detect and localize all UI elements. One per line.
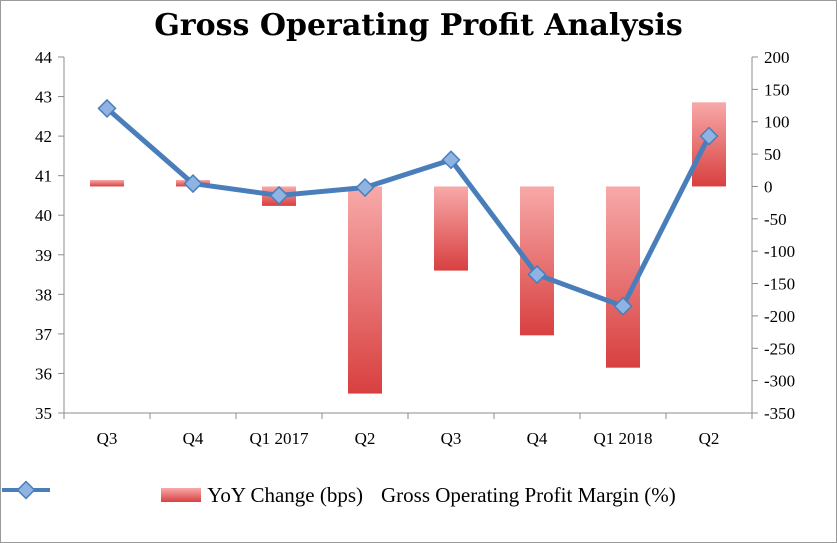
left-tick-label: 44 — [35, 48, 53, 67]
legend-label-yoy: YoY Change (bps) — [207, 482, 364, 507]
x-tick-label: Q4 — [527, 429, 548, 448]
x-tick-label: Q1 2017 — [249, 429, 309, 448]
right-tick-label: -200 — [764, 307, 795, 326]
right-tick-label: -100 — [764, 242, 795, 261]
x-tick-label: Q2 — [699, 429, 720, 448]
line-gross-margin — [105, 106, 712, 309]
left-tick-label: 40 — [35, 206, 52, 225]
right-tick-label: 200 — [764, 48, 790, 67]
line-point-marker — [699, 126, 719, 146]
chart-legend: YoY Change (bps) Gross Operating Profit … — [0, 480, 837, 510]
left-tick-label: 43 — [35, 88, 52, 107]
chart-title: Gross Operating Profit Analysis — [154, 8, 683, 43]
bar-yoy-change — [348, 186, 382, 394]
right-tick-label: 50 — [764, 145, 781, 164]
right-tick-label: 100 — [764, 113, 790, 132]
legend-item-yoy: YoY Change (bps) — [161, 483, 363, 508]
left-tick-label: 35 — [35, 404, 52, 423]
left-tick-label: 41 — [35, 167, 52, 186]
right-tick-label: -250 — [764, 339, 795, 358]
line-point-marker — [613, 296, 633, 316]
left-tick-label: 36 — [35, 364, 52, 383]
legend-item-margin: Gross Operating Profit Margin (%) — [2, 480, 676, 508]
line-point-marker — [269, 185, 289, 205]
line-point-marker — [527, 265, 547, 285]
bar-yoy-change — [90, 179, 124, 187]
bar-yoy-change — [606, 186, 640, 368]
bar-yoy-change — [434, 186, 468, 271]
x-tick-label: Q3 — [441, 429, 462, 448]
line-point-marker — [355, 177, 375, 198]
left-tick-label: 42 — [35, 127, 52, 146]
line-point-marker — [441, 150, 461, 170]
left-tick-label: 37 — [35, 325, 53, 344]
right-tick-label: -300 — [764, 372, 795, 391]
legend-swatch-line — [2, 480, 50, 500]
legend-swatch-bar — [161, 488, 202, 502]
right-tick-label: 150 — [764, 80, 790, 99]
x-tick-label: Q4 — [183, 429, 204, 448]
right-tick-label: 0 — [764, 177, 773, 196]
right-tick-label: -50 — [764, 210, 787, 229]
legend-label-margin: Gross Operating Profit Margin (%) — [381, 482, 676, 507]
x-tick-label: Q2 — [355, 429, 376, 448]
x-tick-label: Q1 2018 — [593, 429, 652, 448]
x-tick-label: Q3 — [97, 429, 118, 448]
left-tick-label: 39 — [35, 246, 52, 265]
right-tick-label: -350 — [764, 404, 795, 423]
right-tick-label: -150 — [764, 275, 795, 294]
left-tick-label: 38 — [35, 285, 52, 304]
line-point-marker — [183, 174, 203, 194]
line-point-marker — [97, 98, 117, 118]
